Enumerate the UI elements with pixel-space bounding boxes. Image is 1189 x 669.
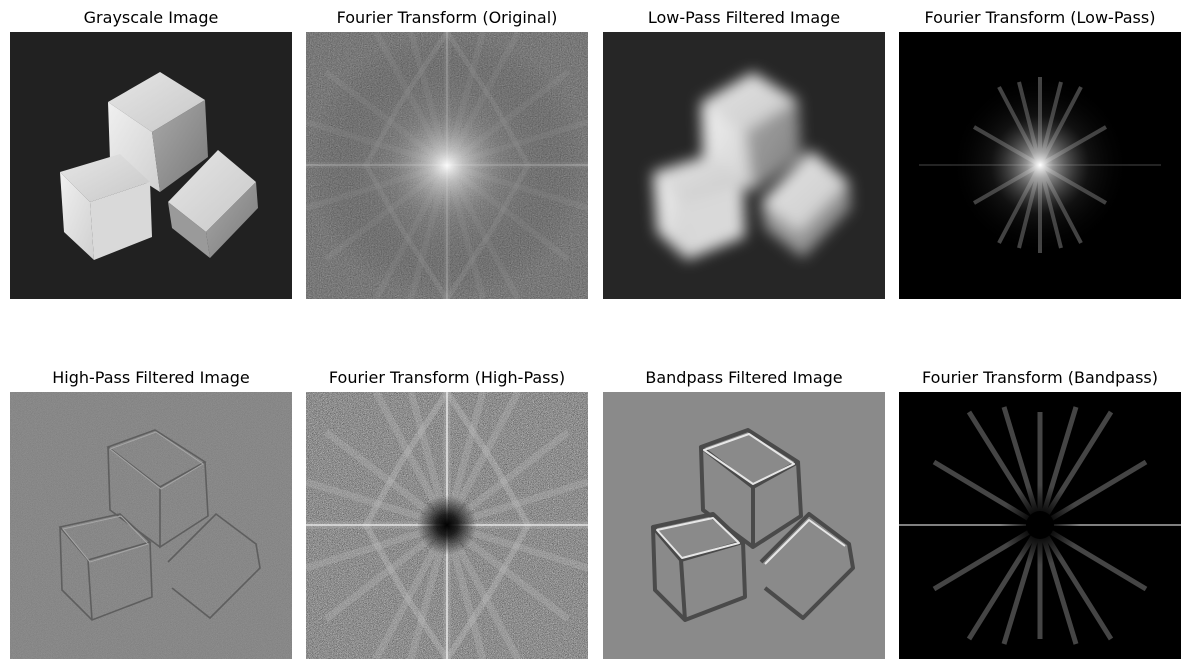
low-pass-image (603, 32, 885, 299)
panel-title-high-pass: High-Pass Filtered Image (52, 368, 250, 387)
panel-title-fourier-original: Fourier Transform (Original) (336, 8, 558, 27)
panel-title-bandpass: Bandpass Filtered Image (645, 368, 843, 387)
fourier-original-image (306, 32, 588, 299)
fourier-low-pass-image (899, 32, 1181, 299)
panel-title-grayscale: Grayscale Image (83, 8, 219, 27)
panel-title-fourier-bandpass: Fourier Transform (Bandpass) (922, 368, 1158, 387)
panel-title-fourier-low-pass: Fourier Transform (Low-Pass) (924, 8, 1156, 27)
fourier-bandpass-image (899, 392, 1181, 659)
panel-title-fourier-high-pass: Fourier Transform (High-Pass) (328, 368, 566, 387)
panel-title-low-pass: Low-Pass Filtered Image (647, 8, 841, 27)
grayscale-image (10, 32, 292, 299)
bandpass-image (603, 392, 885, 659)
fourier-high-pass-image (306, 392, 588, 659)
high-pass-image (10, 392, 292, 659)
